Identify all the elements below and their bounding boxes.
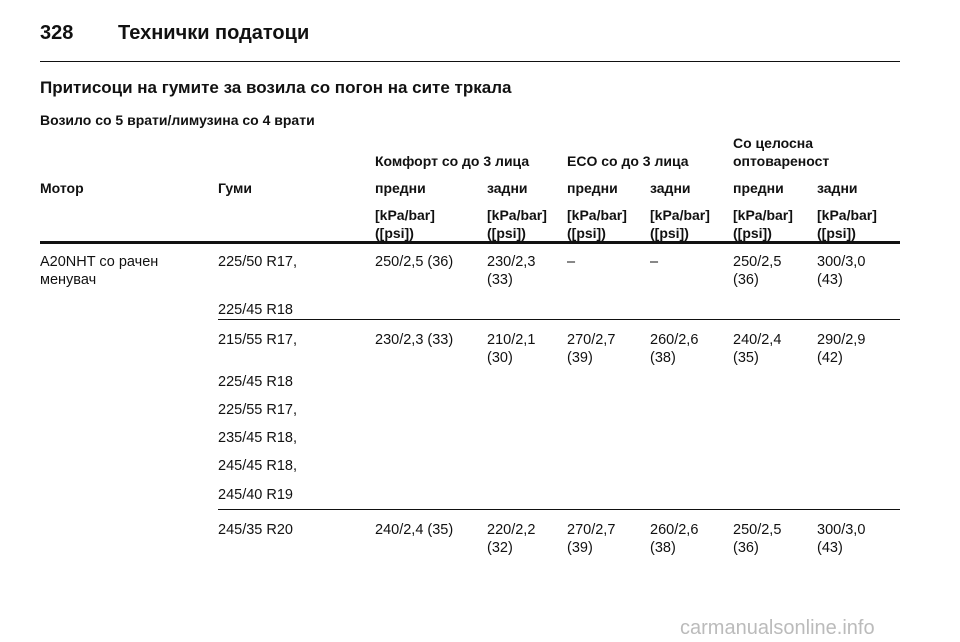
pressure: 220/2,2 (32)	[487, 522, 536, 556]
section-title: Притисоци на гумите за возила со погон н…	[40, 78, 512, 97]
column-header: задни	[487, 180, 528, 196]
pressure: 290/2,9 (42)	[817, 332, 866, 366]
tire-size: 225/50 R17,	[218, 254, 298, 270]
unit-header: [kPa/bar] ([psi])	[487, 207, 547, 241]
pressure: 230/2,3 (33)	[487, 254, 536, 288]
pressure: 270/2,7 (39)	[567, 332, 616, 366]
pressure: 240/2,4 (35)	[375, 522, 454, 538]
tire-size: 215/55 R17,	[218, 332, 298, 348]
unit-header: [kPa/bar] ([psi])	[567, 207, 627, 241]
tire-size: 245/45 R18,	[218, 458, 298, 474]
pressure: 260/2,6 (38)	[650, 522, 699, 556]
header-rule	[40, 61, 900, 62]
unit-header: [kPa/bar] ([psi])	[375, 207, 435, 241]
tire-size: 245/40 R19	[218, 487, 293, 503]
pressure: 260/2,6 (38)	[650, 332, 699, 366]
watermark: carmanualsonline.info	[680, 617, 875, 639]
column-header: предни	[375, 180, 426, 196]
row-rule	[218, 509, 900, 510]
group-header: Комфорт со до 3 лица	[375, 153, 530, 169]
pressure: –	[567, 254, 576, 270]
tire-size: 225/45 R18	[218, 302, 293, 318]
pressure: 300/3,0 (43)	[817, 522, 866, 556]
group-header: Со целосна оптоварeност	[733, 135, 830, 169]
tire-size: 225/55 R17,	[218, 402, 298, 418]
pressure: 300/3,0 (43)	[817, 254, 866, 288]
column-header: предни	[733, 180, 784, 196]
page-number: 328	[40, 22, 74, 44]
subtitle: Возило со 5 врати/лимузина со 4 врати	[40, 112, 315, 128]
pressure: 240/2,4 (35)	[733, 332, 782, 366]
pressure: 210/2,1 (30)	[487, 332, 536, 366]
unit-header: [kPa/bar] ([psi])	[817, 207, 877, 241]
column-header: Мотор	[40, 180, 84, 196]
pressure: 270/2,7 (39)	[567, 522, 616, 556]
pressure: –	[650, 254, 659, 270]
pressure: 250/2,5 (36)	[733, 522, 782, 556]
tire-size: 235/45 R18,	[218, 430, 298, 446]
unit-header: [kPa/bar] ([psi])	[650, 207, 710, 241]
column-header: задни	[817, 180, 858, 196]
pressure: 250/2,5 (36)	[733, 254, 782, 288]
pressure: 230/2,3 (33)	[375, 332, 454, 348]
page-title: Технички податоци	[118, 22, 310, 44]
row-rule	[218, 319, 900, 320]
engine: A20NHT со рачен менувач	[40, 254, 159, 288]
tire-size: 225/45 R18	[218, 374, 293, 390]
pressure: 250/2,5 (36)	[375, 254, 454, 270]
column-header: задни	[650, 180, 691, 196]
header-rule	[40, 241, 900, 244]
column-header: предни	[567, 180, 618, 196]
column-header: Гуми	[218, 180, 252, 196]
group-header: ECO со до 3 лица	[567, 153, 689, 169]
tire-size: 245/35 R20	[218, 522, 293, 538]
unit-header: [kPa/bar] ([psi])	[733, 207, 793, 241]
